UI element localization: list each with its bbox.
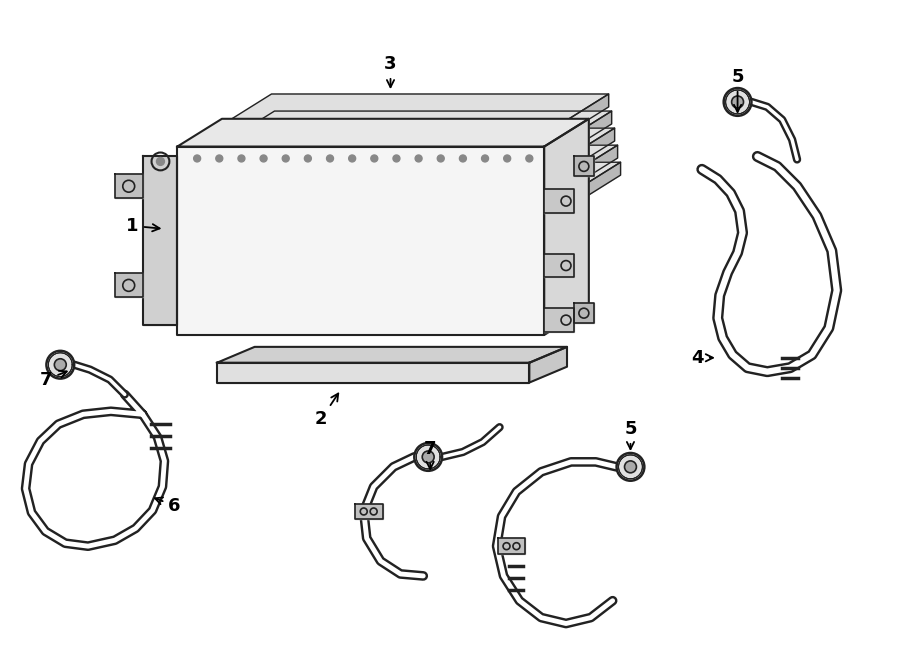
Polygon shape xyxy=(544,308,574,332)
Circle shape xyxy=(393,155,400,162)
Text: 2: 2 xyxy=(315,393,338,428)
Polygon shape xyxy=(574,303,594,323)
Polygon shape xyxy=(217,347,567,363)
Polygon shape xyxy=(232,94,608,118)
Circle shape xyxy=(482,155,489,162)
Circle shape xyxy=(47,351,74,379)
Polygon shape xyxy=(574,156,594,176)
Circle shape xyxy=(625,461,636,473)
Polygon shape xyxy=(578,145,617,183)
Polygon shape xyxy=(177,146,544,335)
Text: 5: 5 xyxy=(732,68,743,112)
Polygon shape xyxy=(575,128,615,166)
Circle shape xyxy=(437,155,445,162)
Polygon shape xyxy=(355,504,382,520)
Circle shape xyxy=(157,158,165,166)
Polygon shape xyxy=(529,347,567,383)
Circle shape xyxy=(304,155,311,162)
Circle shape xyxy=(327,155,334,162)
Polygon shape xyxy=(238,153,575,166)
Polygon shape xyxy=(569,94,608,132)
Polygon shape xyxy=(115,174,142,198)
Text: 4: 4 xyxy=(692,349,713,367)
Circle shape xyxy=(194,155,201,162)
Circle shape xyxy=(216,155,223,162)
Polygon shape xyxy=(244,187,580,200)
Text: 3: 3 xyxy=(384,55,397,87)
Polygon shape xyxy=(241,145,617,170)
Polygon shape xyxy=(580,162,621,200)
Text: 7: 7 xyxy=(424,440,436,469)
Polygon shape xyxy=(238,128,615,153)
Polygon shape xyxy=(544,254,574,277)
Polygon shape xyxy=(177,118,589,146)
Polygon shape xyxy=(232,118,569,132)
Circle shape xyxy=(260,155,267,162)
Circle shape xyxy=(283,155,289,162)
Polygon shape xyxy=(142,156,177,325)
Circle shape xyxy=(459,155,466,162)
Polygon shape xyxy=(217,363,529,383)
Text: 1: 1 xyxy=(126,217,159,235)
Polygon shape xyxy=(544,189,574,213)
Circle shape xyxy=(724,88,752,116)
Polygon shape xyxy=(498,538,526,554)
Circle shape xyxy=(371,155,378,162)
Circle shape xyxy=(54,359,67,371)
Circle shape xyxy=(415,155,422,162)
Text: 6: 6 xyxy=(155,496,181,514)
Circle shape xyxy=(526,155,533,162)
Polygon shape xyxy=(241,170,578,183)
Circle shape xyxy=(348,155,356,162)
Circle shape xyxy=(504,155,510,162)
Polygon shape xyxy=(235,111,612,136)
Text: 7: 7 xyxy=(40,371,67,389)
Polygon shape xyxy=(235,136,572,149)
Circle shape xyxy=(238,155,245,162)
Polygon shape xyxy=(115,273,142,297)
Circle shape xyxy=(414,443,442,471)
Circle shape xyxy=(732,96,743,108)
Polygon shape xyxy=(544,118,589,335)
Polygon shape xyxy=(244,162,621,187)
Circle shape xyxy=(616,453,644,481)
Polygon shape xyxy=(572,111,612,149)
Text: 5: 5 xyxy=(625,420,636,449)
Circle shape xyxy=(422,451,434,463)
